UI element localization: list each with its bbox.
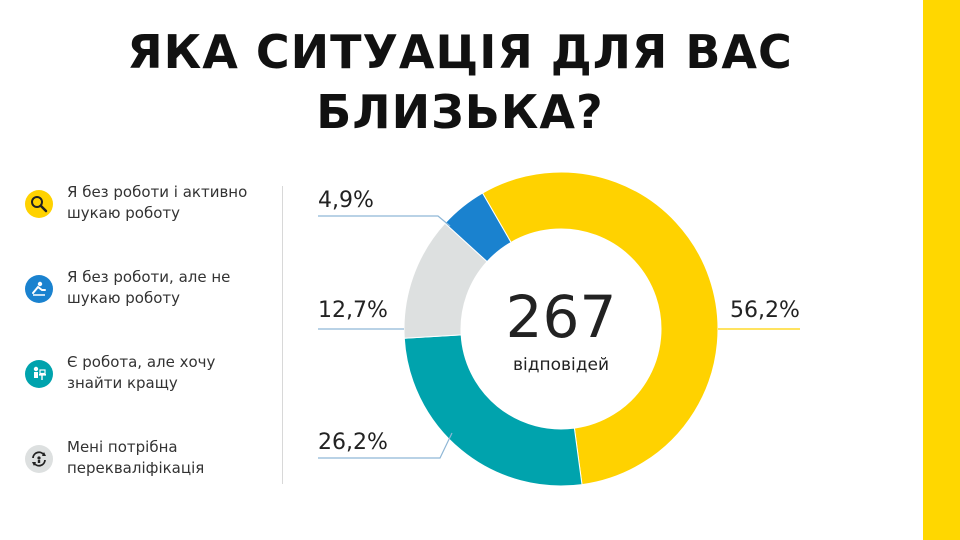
refresh-person-icon (25, 445, 53, 473)
center-label: відповідей (512, 355, 609, 375)
leader-not-searching (318, 215, 451, 227)
legend-label: Я без роботи і активно шукаю роботу (67, 183, 248, 222)
legend-item-active-search: Я без роботи і активно шукаю роботу (25, 182, 275, 267)
legend-label: Є робота, але хочу знайти кращу (67, 353, 216, 392)
leader-want-better (318, 432, 453, 459)
data-label-retraining: 12,7% (318, 298, 388, 323)
legend-item-retraining: Мені потрібна перекваліфікація (25, 437, 275, 522)
legend-item-want-better: Є робота, але хочу знайти кращу (25, 352, 275, 437)
slice-want-better (403, 334, 583, 487)
legend-item-not-searching: Я без роботи, але не шукаю роботу (25, 267, 275, 352)
legend-label: Мені потрібна перекваліфікація (67, 438, 205, 477)
divider (282, 186, 283, 484)
legend-label: Я без роботи, але не шукаю роботу (67, 268, 231, 307)
lounge-chair-icon (25, 275, 53, 303)
accent-bar (923, 0, 960, 540)
page-title: ЯКА СИТУАЦІЯ ДЛЯ ВАС БЛИЗЬКА? (127, 25, 793, 139)
slice-active-search (481, 171, 719, 486)
center-total: 267 (505, 283, 617, 351)
data-label-want-better: 26,2% (318, 430, 388, 455)
data-label-active-search: 56,2% (730, 298, 800, 323)
desk-worker-icon (25, 360, 53, 388)
data-label-not-searching: 4,9% (318, 188, 374, 213)
legend: Я без роботи і активно шукаю роботу Я бе… (25, 182, 275, 522)
magnifier-icon (25, 190, 53, 218)
slice-not-searching (444, 192, 512, 263)
